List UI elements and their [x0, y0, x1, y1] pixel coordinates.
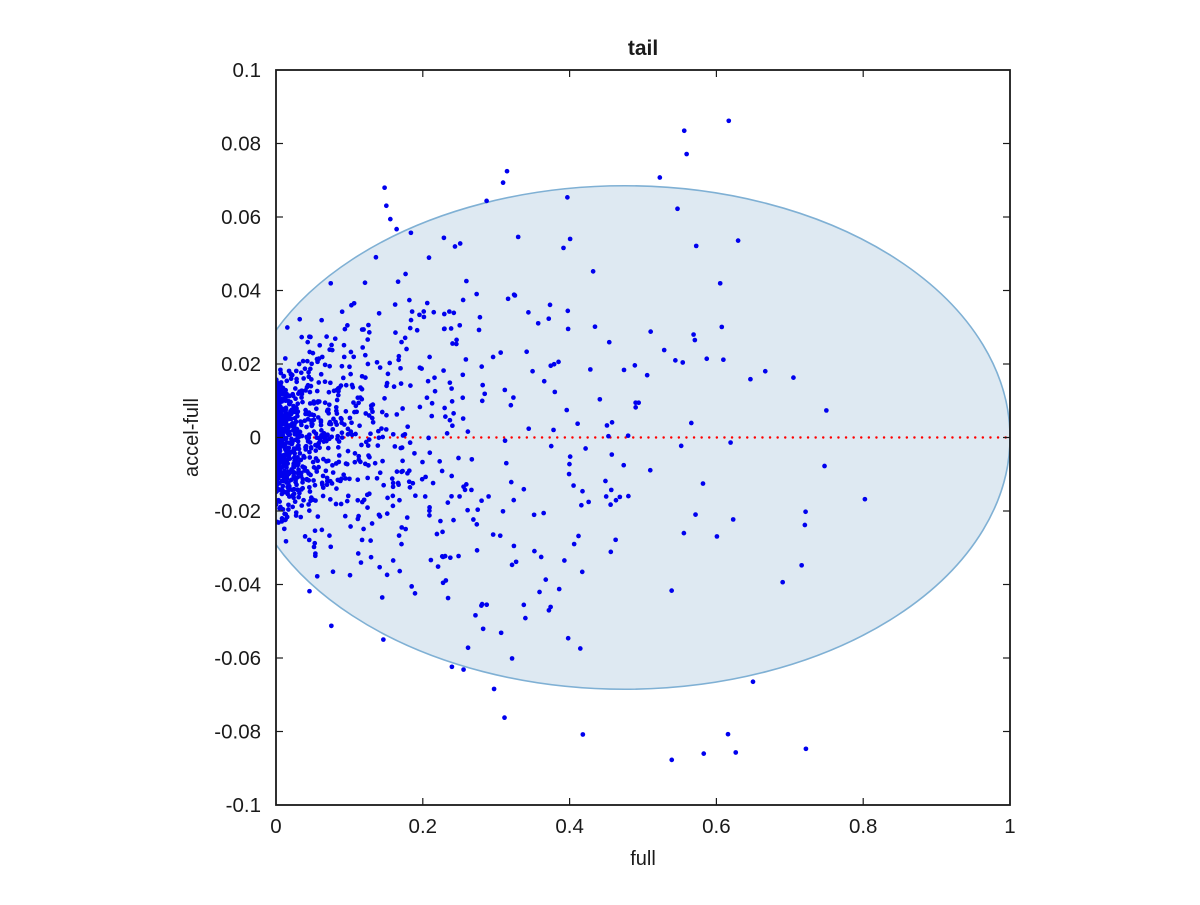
svg-text:1: 1 — [1004, 815, 1015, 838]
svg-text:0.02: 0.02 — [221, 353, 261, 376]
svg-text:-0.02: -0.02 — [214, 500, 261, 523]
svg-text:accel-full: accel-full — [181, 398, 203, 477]
svg-text:0.08: 0.08 — [221, 133, 261, 156]
svg-text:0.6: 0.6 — [702, 815, 731, 838]
svg-text:-0.08: -0.08 — [214, 721, 261, 744]
svg-text:0.1: 0.1 — [233, 59, 262, 82]
svg-text:0: 0 — [270, 815, 281, 838]
svg-text:0.2: 0.2 — [409, 815, 438, 838]
svg-text:-0.06: -0.06 — [214, 647, 261, 670]
svg-text:0.8: 0.8 — [849, 815, 878, 838]
svg-text:0.06: 0.06 — [221, 206, 261, 229]
svg-text:-0.1: -0.1 — [226, 794, 261, 817]
svg-text:0.4: 0.4 — [555, 815, 584, 838]
svg-text:-0.04: -0.04 — [214, 574, 261, 597]
svg-text:tail: tail — [628, 37, 658, 60]
svg-text:full: full — [630, 848, 656, 870]
svg-text:0: 0 — [250, 427, 261, 450]
svg-text:0.04: 0.04 — [221, 280, 261, 303]
